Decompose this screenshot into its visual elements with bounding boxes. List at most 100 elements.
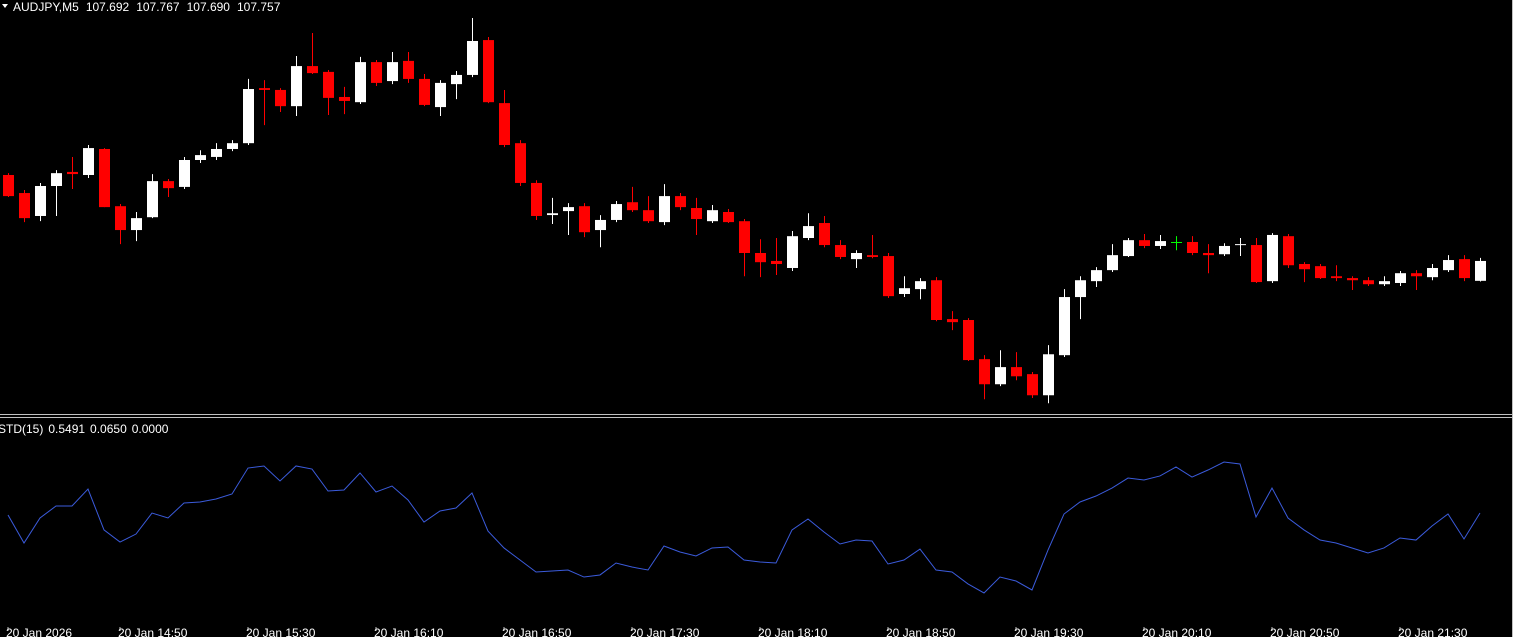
candle-body [99,148,110,208]
candle-body [1075,280,1086,298]
price-value: 107.767 [136,0,180,14]
indicator-value: 0.0650 [90,422,127,436]
candle-body [179,159,190,187]
candle-body [611,204,622,220]
candle-body [403,60,414,79]
candle-body [227,143,238,149]
candle-body [1027,374,1038,396]
candle-body [995,367,1006,385]
x-tick-label: 20 Jan 21:30 [1398,626,1468,637]
x-tick-label: 20 Jan 16:10 [374,626,444,637]
candle-body [1155,241,1166,246]
indicator-value: 0.0000 [132,422,169,436]
symbol-header: AUDJPY,M5 107.692 107.767 107.690 107.757 [13,0,281,14]
candle-body [707,210,718,222]
candle-body [771,260,782,265]
candle-body [595,219,606,231]
candle-body [579,206,590,233]
candle-body [563,207,574,212]
candle-body [787,236,798,268]
candle-body [1203,253,1214,256]
candle-body [323,71,334,98]
x-tick-label: 20 Jan 16:50 [502,626,572,637]
candle-body [1235,244,1246,246]
candle-body [1363,280,1374,285]
candle-body [115,206,126,231]
candle-body [1427,267,1438,278]
candle-body [947,319,958,323]
menu-triangle[interactable] [2,4,8,8]
candle-body [339,96,350,101]
candle-body [451,74,462,85]
candle-body [1475,260,1486,281]
candle-body [435,82,446,108]
candle-body [1011,367,1022,377]
candle-body [803,226,814,239]
candle-body [627,202,638,211]
candle-body [243,89,254,144]
candle-body [691,208,702,220]
candle-body [835,245,846,257]
candle-body [419,78,430,105]
candle-body [675,196,686,208]
candle-body [1251,245,1262,283]
price-value: 107.757 [237,0,281,14]
candle-body [371,62,382,83]
candle-body [1139,240,1150,246]
candle-body [531,182,542,216]
candle-body [1187,241,1198,254]
candle-body [1347,278,1358,281]
candle-body [275,89,286,107]
x-tick-label: 20 Jan 2026 [6,626,72,637]
candle-body [51,173,62,187]
candle-body [83,148,94,175]
candle-body [3,174,14,197]
candle-body [1299,264,1310,270]
candle-body [67,171,78,175]
x-tick-label: 20 Jan 20:10 [1142,626,1212,637]
candle-body [1219,245,1230,255]
candle-body [1043,354,1054,396]
candle-body [883,256,894,297]
x-tick-label: 20 Jan 15:30 [246,626,316,637]
candle-body [1171,241,1182,243]
candle-body [1331,276,1342,279]
candle-body [915,281,926,290]
candle-body [659,196,670,223]
indicator-value: 0.5491 [48,422,85,436]
candle-body [867,255,878,257]
price-value: 107.692 [86,0,130,14]
candle-body [483,40,494,103]
candle-body [1315,266,1326,279]
candle-body [307,66,318,74]
candle-body [291,66,302,107]
candle-body [1411,273,1422,277]
candle-body [931,280,942,320]
candle-body [643,210,654,222]
indicator-name: STD(15) [0,422,43,436]
candle-body [131,218,142,231]
candle-body [899,288,910,294]
candle-body [355,62,366,103]
x-tick-label: 20 Jan 14:50 [118,626,188,637]
candle-body [259,88,270,90]
candle-body [1443,260,1454,271]
candle-body [1283,236,1294,266]
candle-body [1059,297,1070,356]
candle-body [147,181,158,218]
indicator-line [7,461,1481,594]
candle-body [851,253,862,260]
candle-body [211,148,222,157]
candle-body [195,155,206,160]
candle-body [1123,240,1134,257]
candle-body [963,319,974,361]
price-value: 107.690 [187,0,231,14]
candle-body [547,213,558,216]
candle-body [499,103,510,146]
candle-body [387,62,398,82]
x-tick-label: 20 Jan 17:30 [630,626,700,637]
candle-body [1459,259,1470,279]
